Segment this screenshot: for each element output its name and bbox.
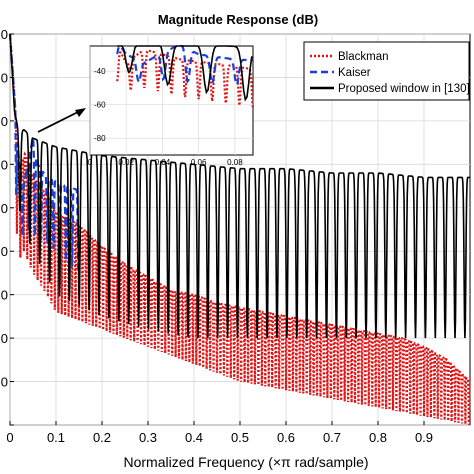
x-tick-label: 0.4 <box>185 430 203 445</box>
x-tick-label: 0.6 <box>277 430 295 445</box>
y-axis-ticks: 0 0 0 0 0 0 0 0 0 <box>1 27 14 426</box>
inset-y-tick-label: -60 <box>94 101 106 110</box>
y-tick-label: 0 <box>1 331 8 346</box>
legend-box <box>303 41 470 101</box>
x-tick-label: 0.8 <box>369 430 387 445</box>
series-lines <box>8 33 471 425</box>
x-axis-ticks: 0 0.1 0.2 0.3 0.4 0.5 0.6 0.7 0.8 0.9 <box>6 421 433 445</box>
inset-x-tick-label: 0 <box>88 158 93 167</box>
x-tick-label: 0.7 <box>323 430 341 445</box>
legend-entry-blackman: Blackman <box>310 51 389 63</box>
y-tick-label: 0 <box>1 244 8 259</box>
y-tick-label: 0 <box>1 288 8 303</box>
x-tick-label: 0.9 <box>415 430 433 445</box>
y-tick-label: 0 <box>1 114 8 129</box>
legend-label-kaiser: Kaiser <box>338 67 371 79</box>
legend-label-blackman: Blackman <box>338 51 389 63</box>
x-tick-label: 0.5 <box>231 430 249 445</box>
legend-label-proposed: Proposed window in [130] <box>338 83 470 95</box>
chart-title: Magnitude Response (dB) <box>158 12 318 27</box>
inset-x-tick-label: 0.06 <box>191 158 207 167</box>
y-tick-label: 0 <box>1 157 8 172</box>
inset-y-tick-label: -80 <box>94 134 106 143</box>
inset-zoom-plot: 0 0.02 0.04 0.06 0.08 -40 -60 -80 <box>88 44 255 167</box>
inset-series-line-proposed <box>117 45 253 102</box>
inset-series-line-blackman <box>116 49 255 109</box>
inset-ticks: 0 0.02 0.04 0.06 0.08 -40 -60 -80 <box>88 67 243 167</box>
inset-y-tick-label: -40 <box>94 67 106 76</box>
y-tick-label: 0 <box>1 27 8 42</box>
y-tick-label: 0 <box>1 70 8 85</box>
series-line-blackman <box>8 33 471 425</box>
inset-x-tick-label: 0.02 <box>118 158 134 167</box>
inset-series-line-kaiser <box>116 44 253 87</box>
legend-entry-proposed: Proposed window in [130] <box>310 83 470 95</box>
inset-x-tick-label: 0.04 <box>155 158 171 167</box>
inset-x-tick-label: 0.08 <box>227 158 243 167</box>
series-line-proposed <box>9 33 470 339</box>
x-tick-label: 0 <box>6 430 13 445</box>
x-tick-label: 0.2 <box>93 430 111 445</box>
zoom-arrow <box>37 108 86 133</box>
x-tick-label: 0.1 <box>47 430 65 445</box>
legend-entry-kaiser: Kaiser <box>310 67 371 79</box>
x-tick-label: 0.3 <box>139 430 157 445</box>
x-axis-label: Normalized Frequency (×π rad/sample) <box>123 454 368 470</box>
y-tick-label: 0 <box>1 201 8 216</box>
inset-series-lines <box>116 44 255 109</box>
chart-legend: Blackman Kaiser Proposed window in [130] <box>303 41 470 101</box>
y-tick-label: 0 <box>1 375 8 390</box>
